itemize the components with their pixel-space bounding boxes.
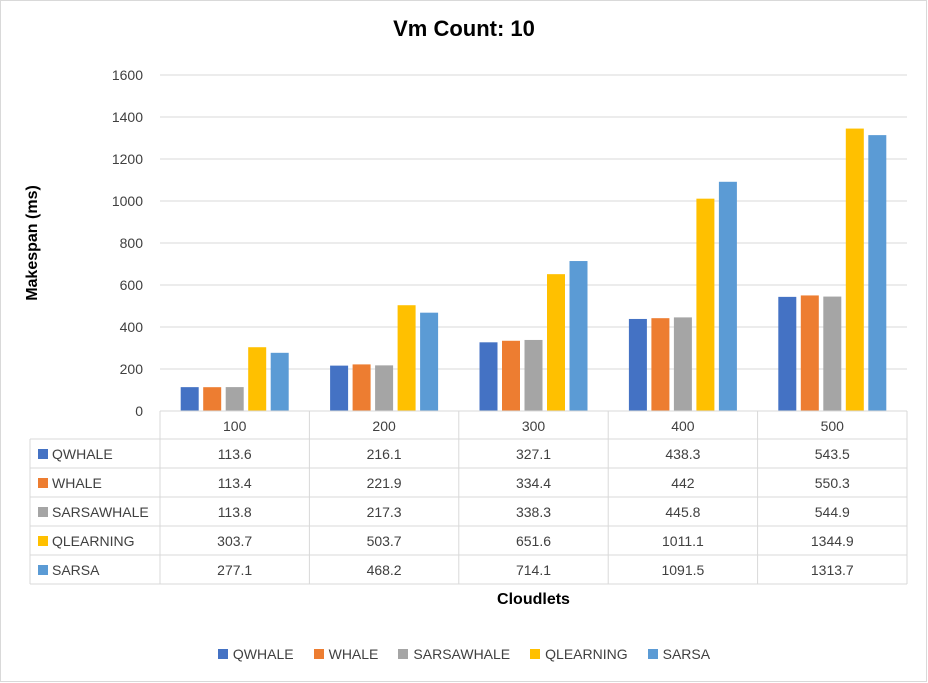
legend-swatch: [313, 649, 324, 659]
table-cell-value: 221.9: [367, 475, 402, 491]
y-tick-label: 400: [120, 319, 144, 335]
table-cell-value: 338.3: [516, 504, 551, 520]
bar-sarsawhale: [225, 387, 244, 411]
bar-whale: [203, 387, 222, 411]
table-legend-key: [38, 449, 48, 459]
bar-sarsawhale: [524, 339, 543, 411]
x-axis-title: Cloudlets: [497, 591, 570, 608]
table-cell-value: 445.8: [665, 504, 700, 520]
table-cell-value: 334.4: [516, 475, 551, 491]
table-cell-value: 543.5: [815, 446, 850, 462]
bar-sarsawhale: [823, 296, 842, 411]
legend-label: SARSAWHALE: [413, 646, 511, 662]
bar-qwhale: [330, 365, 349, 411]
bar-sarsa: [270, 352, 289, 411]
bar-qlearning: [397, 305, 416, 411]
legend-swatch: [530, 649, 541, 659]
bar-qwhale: [778, 296, 797, 411]
table-series-name: SARSAWHALE: [52, 504, 149, 520]
table-cell-value: 113.6: [218, 446, 252, 462]
y-tick-label: 0: [135, 403, 143, 419]
table-cell-value: 1091.5: [661, 562, 704, 578]
table-legend-key: [38, 536, 48, 546]
chart-title: Vm Count: 10: [393, 16, 535, 41]
bar-qlearning: [845, 128, 864, 412]
table-series-name: QWHALE: [52, 446, 113, 462]
x-tick-label: 500: [821, 418, 845, 434]
table-cell-value: 113.4: [218, 475, 252, 491]
bar-sarsa: [868, 135, 887, 412]
x-tick-label: 100: [223, 418, 247, 434]
legend-item: SARSAWHALE: [398, 646, 510, 662]
table-cell-value: 468.2: [367, 562, 402, 578]
x-tick-label: 300: [522, 418, 546, 434]
bar-qlearning: [547, 274, 565, 411]
y-tick-label: 1600: [112, 67, 143, 83]
table-cell-value: 442: [671, 475, 695, 491]
y-axis-title: Makespan (ms): [24, 185, 41, 301]
table-cell-value: 1313.7: [811, 562, 854, 578]
legend: QWHALE WHALE SARSAWHALE QLEARNING SARSA: [0, 646, 928, 662]
legend-label: QWHALE: [232, 646, 294, 662]
bar-whale: [502, 340, 520, 411]
legend-swatch: [217, 649, 228, 659]
bar-sarsawhale: [375, 365, 394, 411]
table-cell-value: 544.9: [815, 504, 850, 520]
bar-qwhale: [479, 342, 498, 411]
table-cell-value: 714.1: [516, 562, 551, 578]
bar-qlearning: [248, 347, 267, 411]
bar-qwhale: [628, 318, 647, 411]
legend-item: QWHALE: [217, 646, 294, 662]
table-cell-value: 1011.1: [662, 533, 704, 549]
y-tick-label: 1400: [112, 109, 143, 125]
table-cell-value: 217.3: [367, 504, 402, 520]
y-tick-label: 800: [120, 235, 144, 251]
bar-sarsa: [718, 181, 737, 411]
table-cell-value: 503.7: [367, 533, 402, 549]
x-tick-label: 400: [671, 418, 695, 434]
bar-sarsa: [569, 261, 588, 411]
table-series-name: QLEARNING: [52, 533, 134, 549]
table-cell-value: 303.7: [217, 533, 252, 549]
legend-item: WHALE: [313, 646, 379, 662]
table-cell-value: 327.1: [516, 446, 551, 462]
bar-qwhale: [180, 387, 199, 411]
table-series-name: SARSA: [52, 562, 100, 578]
table-cell-value: 277.1: [217, 562, 252, 578]
table-cell-value: 550.3: [815, 475, 850, 491]
legend-swatch: [647, 649, 658, 659]
y-tick-label: 600: [120, 277, 144, 293]
table-cell-value: 1344.9: [811, 533, 854, 549]
table-cell-value: 113.8: [218, 504, 252, 520]
legend-swatch: [398, 649, 409, 659]
legend-label: WHALE: [328, 646, 379, 662]
table-cell-value: 651.6: [516, 533, 551, 549]
y-tick-label: 1200: [112, 151, 143, 167]
table-legend-key: [38, 478, 48, 488]
bar-whale: [800, 295, 819, 411]
legend-label: QLEARNING: [545, 646, 628, 662]
table-cell-value: 438.3: [665, 446, 700, 462]
legend-item: QLEARNING: [530, 646, 628, 662]
bar-sarsa: [420, 312, 439, 411]
bar-whale: [651, 318, 670, 411]
bar-whale: [352, 364, 371, 411]
table-legend-key: [38, 565, 48, 575]
x-tick-label: 200: [372, 418, 396, 434]
legend-label: SARSA: [662, 646, 711, 662]
legend-item: SARSA: [647, 646, 711, 662]
table-cell-value: 216.1: [367, 446, 402, 462]
table-series-name: WHALE: [52, 475, 102, 491]
bar-qlearning: [696, 198, 715, 411]
table-legend-key: [38, 507, 48, 517]
y-tick-label: 1000: [112, 193, 143, 209]
y-tick-label: 200: [120, 361, 144, 377]
bar-sarsawhale: [673, 317, 692, 411]
